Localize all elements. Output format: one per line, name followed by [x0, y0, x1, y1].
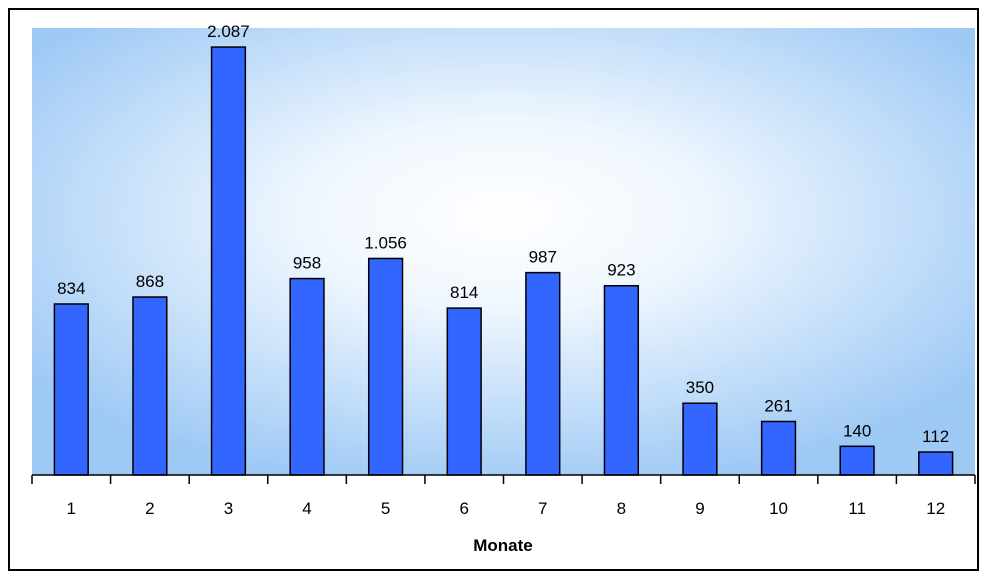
tick-label-month-6: 6	[459, 499, 468, 518]
x-axis-tick-labels: 1 2 3 4 5 6 7 8 9 10 11 12	[67, 499, 946, 518]
value-label-month-7: 987	[529, 248, 557, 267]
value-label-month-1: 834	[57, 279, 85, 298]
tick-label-month-9: 9	[695, 499, 704, 518]
tick-label-month-12: 12	[926, 499, 945, 518]
bar-month-2	[132, 296, 168, 476]
value-label-month-5: 1.056	[364, 233, 407, 252]
tick-label-month-3: 3	[224, 499, 233, 518]
value-label-month-3: 2.087	[207, 22, 250, 41]
x-axis-title: Monate	[473, 536, 533, 555]
tick-label-month-10: 10	[769, 499, 788, 518]
bar-month-6	[446, 307, 482, 476]
bar-month-5	[367, 257, 404, 476]
bar-month-3	[210, 46, 247, 476]
bar-month-8	[603, 284, 640, 476]
value-label-month-4: 958	[293, 254, 321, 273]
value-label-month-10: 261	[764, 396, 792, 415]
bar-month-12	[918, 451, 954, 476]
bar-month-11	[839, 445, 875, 476]
bar-month-4	[289, 277, 325, 476]
value-label-month-8: 923	[607, 261, 635, 280]
value-label-month-2: 868	[136, 272, 164, 291]
value-label-month-12: 112	[922, 427, 949, 446]
x-axis-ticks	[31, 475, 976, 484]
bar-month-9	[682, 402, 718, 476]
bar-month-7	[525, 271, 561, 476]
bar-month-10	[760, 420, 797, 476]
tick-label-month-2: 2	[145, 499, 154, 518]
tick-label-month-7: 7	[538, 499, 547, 518]
tick-label-month-1: 1	[67, 499, 76, 518]
bar-month-1	[53, 303, 89, 476]
value-label-month-9: 350	[686, 378, 714, 397]
tick-label-month-5: 5	[381, 499, 390, 518]
value-labels-group: 834 868 2.087 958 1.056 814 987 923 350 261 140 112	[57, 22, 949, 446]
tick-label-month-8: 8	[617, 499, 626, 518]
value-label-month-6: 814	[450, 283, 478, 302]
plot-area	[32, 28, 975, 475]
value-label-month-11: 140	[843, 421, 871, 440]
bars-group	[53, 46, 954, 476]
tick-label-month-4: 4	[302, 499, 311, 518]
tick-label-month-11: 11	[848, 499, 866, 518]
